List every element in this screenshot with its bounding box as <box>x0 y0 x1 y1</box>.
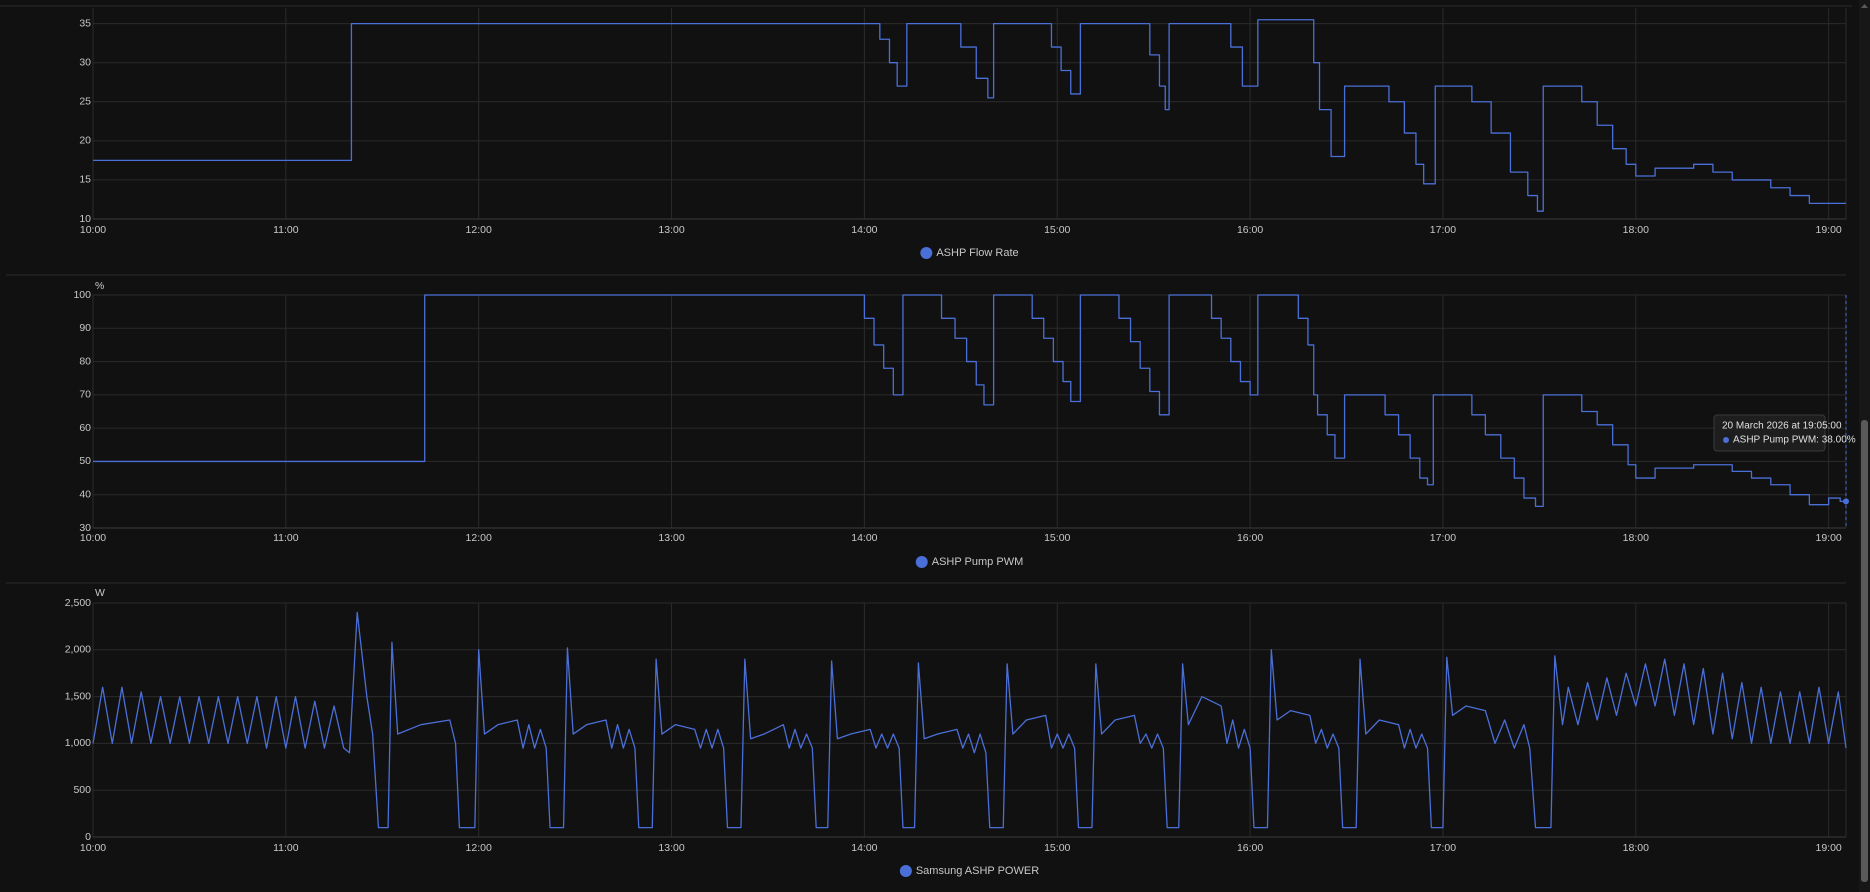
y-unit-label: W <box>95 587 105 599</box>
y-tick-label: 10 <box>79 213 91 225</box>
legend-label: ASHP Pump PWM <box>932 556 1024 568</box>
y-tick-label: 70 <box>79 389 91 401</box>
line <box>92 611 1847 829</box>
x-tick-label: 15:00 <box>1044 842 1070 854</box>
x-tick-label: 10:00 <box>80 532 106 544</box>
x-tick-label: 19:00 <box>1816 224 1842 236</box>
scrollbar-thumb[interactable] <box>1861 420 1868 882</box>
x-tick-label: 11:00 <box>273 842 299 854</box>
x-tick-label: 14:00 <box>851 532 877 544</box>
legend-label: ASHP Flow Rate <box>936 247 1018 259</box>
hover-point <box>1843 498 1849 505</box>
x-tick-label: 17:00 <box>1430 842 1456 854</box>
line <box>93 19 1846 212</box>
x-tick-label: 18:00 <box>1623 842 1649 854</box>
x-tick-label: 14:00 <box>851 224 877 236</box>
y-tick-label: 35 <box>79 17 91 29</box>
x-tick-label: 16:00 <box>1237 842 1263 854</box>
legend-swatch <box>899 865 912 877</box>
y-tick-label: 2,500 <box>65 597 91 609</box>
x-tick-label: 12:00 <box>466 532 492 544</box>
x-tick-label: 13:00 <box>658 224 684 236</box>
legend-item: ASHP Pump PWM <box>915 556 1024 568</box>
legend-label: Samsung ASHP POWER <box>916 865 1039 877</box>
y-tick-label: 25 <box>79 96 91 108</box>
x-tick-label: 18:00 <box>1623 532 1649 544</box>
y-tick-label: 90 <box>79 322 91 334</box>
x-tick-label: 16:00 <box>1237 532 1263 544</box>
x-tick-label: 17:00 <box>1430 224 1456 236</box>
y-tick-label: 80 <box>79 355 91 367</box>
line <box>93 294 1846 508</box>
x-tick-label: 11:00 <box>273 532 299 544</box>
tooltip-box <box>1713 414 1826 452</box>
legend-item: Samsung ASHP POWER <box>899 865 1039 877</box>
legend-swatch <box>920 247 933 259</box>
x-tick-label: 12:00 <box>466 224 492 236</box>
x-tick-label: 12:00 <box>466 842 492 854</box>
y-tick-label: 1,000 <box>65 737 91 749</box>
tooltip-title: 20 March 2026 at 19:05:00 <box>1722 421 1842 432</box>
x-tick-label: 18:00 <box>1623 224 1649 236</box>
x-tick-label: 13:00 <box>658 842 684 854</box>
x-tick-label: 13:00 <box>658 532 684 544</box>
y-tick-label: 40 <box>79 488 91 500</box>
legend-item: ASHP Flow Rate <box>920 247 1019 259</box>
x-tick-label: 16:00 <box>1237 224 1263 236</box>
y-tick-label: 30 <box>79 522 91 534</box>
y-unit-label: % <box>95 280 104 292</box>
y-tick-label: 0 <box>85 831 91 843</box>
y-tick-label: 15 <box>79 174 91 186</box>
scrollbar-arrow[interactable] <box>1861 4 1868 8</box>
tooltip-swatch <box>1723 437 1729 443</box>
y-tick-label: 100 <box>73 289 91 301</box>
x-tick-label: 19:00 <box>1816 532 1842 544</box>
y-tick-label: 1,500 <box>65 690 91 702</box>
x-tick-label: 17:00 <box>1430 532 1456 544</box>
x-tick-label: 10:00 <box>80 224 106 236</box>
x-tick-label: 19:00 <box>1816 842 1842 854</box>
x-tick-label: 10:00 <box>80 842 106 854</box>
tooltip-text: ASHP Pump PWM: 38.00% <box>1733 435 1856 446</box>
legend-swatch <box>915 556 928 568</box>
y-tick-label: 50 <box>79 455 91 467</box>
x-tick-label: 15:00 <box>1044 224 1070 236</box>
y-tick-label: 60 <box>79 422 91 434</box>
x-tick-label: 15:00 <box>1044 532 1070 544</box>
y-tick-label: 2,000 <box>65 644 91 656</box>
y-tick-label: 500 <box>73 784 91 796</box>
x-tick-label: 11:00 <box>273 224 299 236</box>
y-tick-label: 20 <box>79 135 91 147</box>
x-tick-label: 14:00 <box>851 842 877 854</box>
y-tick-label: 30 <box>79 56 91 68</box>
